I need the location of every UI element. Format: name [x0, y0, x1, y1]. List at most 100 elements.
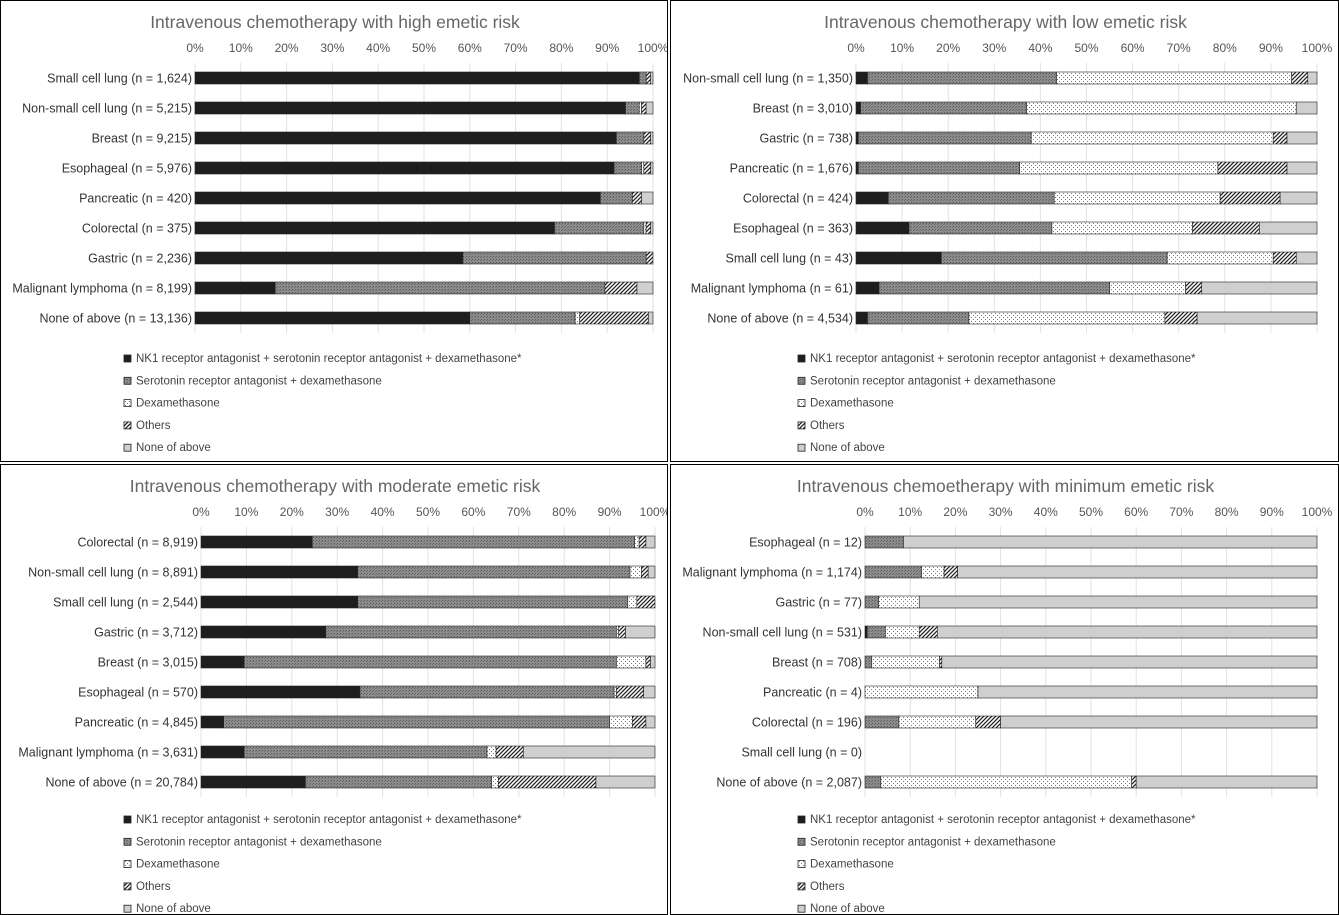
bar-segment — [975, 715, 1001, 729]
legend-label: Serotonin receptor antagonist + dexameth… — [810, 836, 1056, 848]
legend-label: Others — [810, 881, 845, 893]
category-label: Gastric (n = 2,236) — [88, 252, 192, 266]
bar-segment — [632, 191, 642, 205]
category-label: Malignant lymphoma (n = 61) — [691, 282, 853, 296]
x-tick-label: 50% — [1074, 41, 1098, 55]
bar-segment — [629, 565, 642, 579]
bar-segment — [645, 221, 652, 235]
x-tick-label: 70% — [1169, 505, 1193, 519]
bar-segment — [1286, 131, 1318, 145]
category-label: Non-small cell lung (n = 1,350) — [683, 72, 853, 86]
bar-segment — [616, 655, 647, 669]
legend-label: NK1 receptor antagonist + serotonin rece… — [136, 353, 522, 365]
chart-panel-4: Intravenous chemoetherapy with minimum e… — [670, 464, 1339, 915]
x-tick-label: 10% — [234, 505, 258, 519]
bar-segment — [650, 71, 654, 85]
bar-segment — [855, 221, 910, 235]
bar-segment — [864, 685, 979, 699]
bar-segment — [650, 131, 654, 145]
bar-segment — [855, 101, 861, 115]
bar-segment — [977, 685, 1318, 699]
category-label: Pancreatic (n = 420) — [79, 192, 192, 206]
category-label: Esophageal (n = 12) — [749, 536, 862, 550]
x-tick-label: 90% — [1260, 505, 1284, 519]
x-tick-label: 40% — [371, 505, 395, 519]
bar-segment — [523, 745, 656, 759]
bar-segment — [867, 311, 970, 325]
category-label: None of above (n = 20,784) — [45, 776, 198, 790]
bar-segment — [1131, 775, 1137, 789]
category-label: Breast (n = 9,215) — [92, 132, 192, 146]
x-tick-label: 70% — [504, 41, 528, 55]
legend-label: None of above — [136, 903, 211, 914]
category-label: Colorectal (n = 424) — [743, 192, 853, 206]
x-tick-label: 90% — [595, 41, 619, 55]
bar-segment — [864, 625, 868, 639]
bar-segment — [647, 565, 656, 579]
x-tick-label: 80% — [1215, 505, 1239, 519]
legend-swatch — [797, 904, 806, 913]
x-tick-label: 80% — [1213, 41, 1237, 55]
bar-segment — [858, 161, 1020, 175]
chart-svg: Intravenous chemotherapy with low emetic… — [683, 12, 1333, 454]
category-label: Small cell lung (n = 43) — [726, 252, 854, 266]
legend-label: Dexamethasone — [810, 398, 894, 410]
chart-svg: Intravenous chemotherapy with moderate e… — [18, 476, 667, 914]
category-label: Small cell lung (n = 1,624) — [47, 72, 192, 86]
bar-segment — [243, 655, 617, 669]
bar-segment — [1196, 311, 1318, 325]
legend-label: NK1 receptor antagonist + serotonin rece… — [136, 814, 522, 826]
bar-segment — [1192, 221, 1260, 235]
x-tick-label: 70% — [507, 505, 531, 519]
x-tick-label: 0% — [847, 41, 865, 55]
bar-segment — [200, 625, 327, 639]
bar-segment — [491, 775, 499, 789]
category-label: Malignant lymphoma (n = 1,174) — [682, 566, 862, 580]
bar-segment — [641, 101, 647, 115]
bar-segment — [864, 775, 882, 789]
x-tick-label: 10% — [229, 41, 253, 55]
bar-segment — [855, 251, 942, 265]
legend-swatch — [123, 421, 132, 430]
bar-segment — [871, 655, 940, 669]
bar-segment — [941, 655, 1318, 669]
x-tick-label: 80% — [552, 505, 576, 519]
x-tick-label: 0% — [186, 41, 204, 55]
bar-segment — [918, 625, 938, 639]
legend-swatch — [797, 860, 806, 869]
legend-swatch — [797, 837, 806, 846]
bar-segment — [1053, 191, 1221, 205]
bar-segment — [223, 715, 610, 729]
bar-segment — [864, 535, 904, 549]
x-tick-label: 50% — [1079, 505, 1103, 519]
legend-label: NK1 receptor antagonist + serotonin rece… — [810, 353, 1196, 365]
legend-swatch — [123, 837, 132, 846]
bar-segment — [878, 281, 1110, 295]
bar-segment — [305, 775, 492, 789]
x-tick-label: 60% — [458, 41, 482, 55]
bar-segment — [1056, 71, 1292, 85]
chart-panel-1: Intravenous chemotherapy with high emeti… — [0, 0, 668, 462]
legend-label: Others — [810, 420, 845, 432]
bar-segment — [1135, 775, 1318, 789]
bar-segment — [1030, 131, 1274, 145]
category-label: Pancreatic (n = 4) — [763, 686, 862, 700]
x-tick-label: 20% — [280, 505, 304, 519]
legend-swatch — [123, 904, 132, 913]
bar-segment — [616, 685, 644, 699]
chart-svg: Intravenous chemotherapy with high emeti… — [12, 12, 667, 454]
bar-segment — [645, 535, 656, 549]
legend-swatch — [123, 815, 132, 824]
bar-segment — [1295, 251, 1318, 265]
legend-swatch — [123, 376, 132, 385]
bar-segment — [1019, 161, 1219, 175]
bar-segment — [1272, 251, 1297, 265]
x-tick-label: 20% — [936, 41, 960, 55]
bar-segment — [643, 221, 647, 235]
bar-segment — [898, 715, 977, 729]
legend-label: None of above — [136, 442, 211, 454]
bar-segment — [855, 311, 868, 325]
legend-label: Dexamethasone — [136, 859, 220, 871]
bar-segment — [194, 131, 617, 145]
x-tick-label: 60% — [461, 505, 485, 519]
